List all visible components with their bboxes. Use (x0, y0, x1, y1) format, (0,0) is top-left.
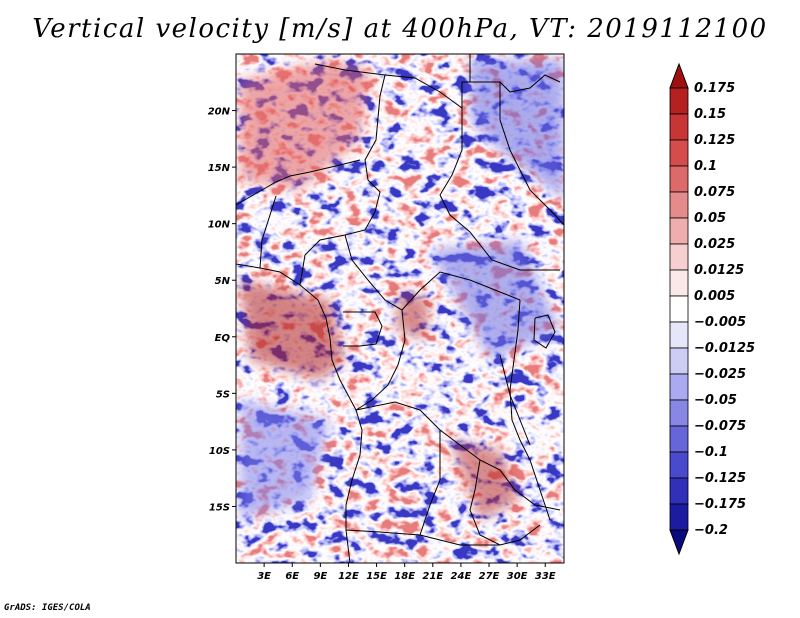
y-tick-label: 15N (208, 163, 231, 174)
colorbar-label: −0.175 (694, 497, 746, 512)
colorbar-bin (669, 165, 689, 193)
colorbar-label: −0.0125 (694, 341, 755, 356)
colorbar-bin (669, 295, 689, 323)
x-tick-label: 12E (338, 571, 359, 582)
x-tick-label: 18E (394, 571, 415, 582)
colorbar-label: −0.2 (694, 523, 728, 538)
colorbar-label: −0.005 (694, 315, 746, 330)
colorbar-label: −0.025 (694, 367, 746, 382)
colorbar-top-arrow (669, 62, 689, 89)
x-tick-label: 24E (451, 571, 472, 582)
colorbar-label: 0.15 (694, 107, 726, 122)
y-tick-label: 10N (208, 220, 231, 231)
y-tick-label: 10S (209, 446, 230, 457)
colorbar-bin (669, 321, 689, 349)
grads-credit: GrADS: IGES/COLA (4, 603, 91, 613)
x-tick-label: 3E (257, 571, 271, 582)
colorbar-bin (669, 373, 689, 401)
chart-title: Vertical velocity [m/s] at 400hPa, VT: 2… (32, 14, 768, 44)
colorbar-bin (669, 425, 689, 453)
x-tick-label: 30E (507, 571, 528, 582)
x-axis: 3E 6E 9E 12E 15E 18E 21E 24E 27E 30E 33E (257, 563, 556, 582)
velocity-field (236, 54, 564, 563)
y-tick-label: 20N (208, 107, 231, 118)
colorbar-bin (669, 243, 689, 271)
colorbar-bin (669, 477, 689, 505)
country-borders (236, 54, 564, 563)
colorbar-label: −0.125 (694, 471, 746, 486)
x-tick-label: 9E (313, 571, 327, 582)
y-tick-label: 15S (209, 502, 230, 513)
x-tick-label: 6E (285, 571, 299, 582)
colorbar-label: 0.0125 (694, 263, 744, 278)
y-tick-label: 5S (216, 389, 230, 400)
colorbar-label: 0.075 (694, 185, 735, 200)
y-tick-label: EQ (215, 333, 231, 344)
x-tick-label: 15E (366, 571, 387, 582)
colorbar-bin (669, 503, 689, 531)
colorbar-label: 0.025 (694, 237, 735, 252)
x-tick-label: 21E (422, 571, 443, 582)
colorbar-bin (669, 113, 689, 141)
plot-frame (235, 53, 565, 564)
colorbar-label: −0.05 (694, 393, 737, 408)
colorbar-bin (669, 87, 689, 115)
colorbar-bottom-arrow (669, 529, 689, 556)
colorbar-bin (669, 217, 689, 245)
colorbar-bin (669, 269, 689, 297)
colorbar-label: 0.005 (694, 289, 735, 304)
colorbar-label: 0.175 (694, 81, 735, 96)
colorbar-label: 0.125 (694, 133, 735, 148)
colorbar-bin (669, 139, 689, 167)
x-tick-label: 27E (479, 571, 500, 582)
y-axis: 20N 15N 10N 5N EQ 5S 10S 15S (208, 107, 236, 513)
colorbar-bin (669, 451, 689, 479)
colorbar-bin (669, 399, 689, 427)
colorbar-label: 0.05 (694, 211, 726, 226)
colorbar-label: 0.1 (694, 159, 717, 174)
colorbar-bin (669, 191, 689, 219)
colorbar-label: −0.075 (694, 419, 746, 434)
colorbar-label: −0.1 (694, 445, 728, 460)
y-tick-label: 5N (215, 276, 231, 287)
colorbar-bin (669, 347, 689, 375)
x-tick-label: 33E (535, 571, 556, 582)
colorbar: 0.175 0.15 0.125 0.1 0.075 0.05 0.025 0.0125 0.0… (669, 62, 755, 556)
